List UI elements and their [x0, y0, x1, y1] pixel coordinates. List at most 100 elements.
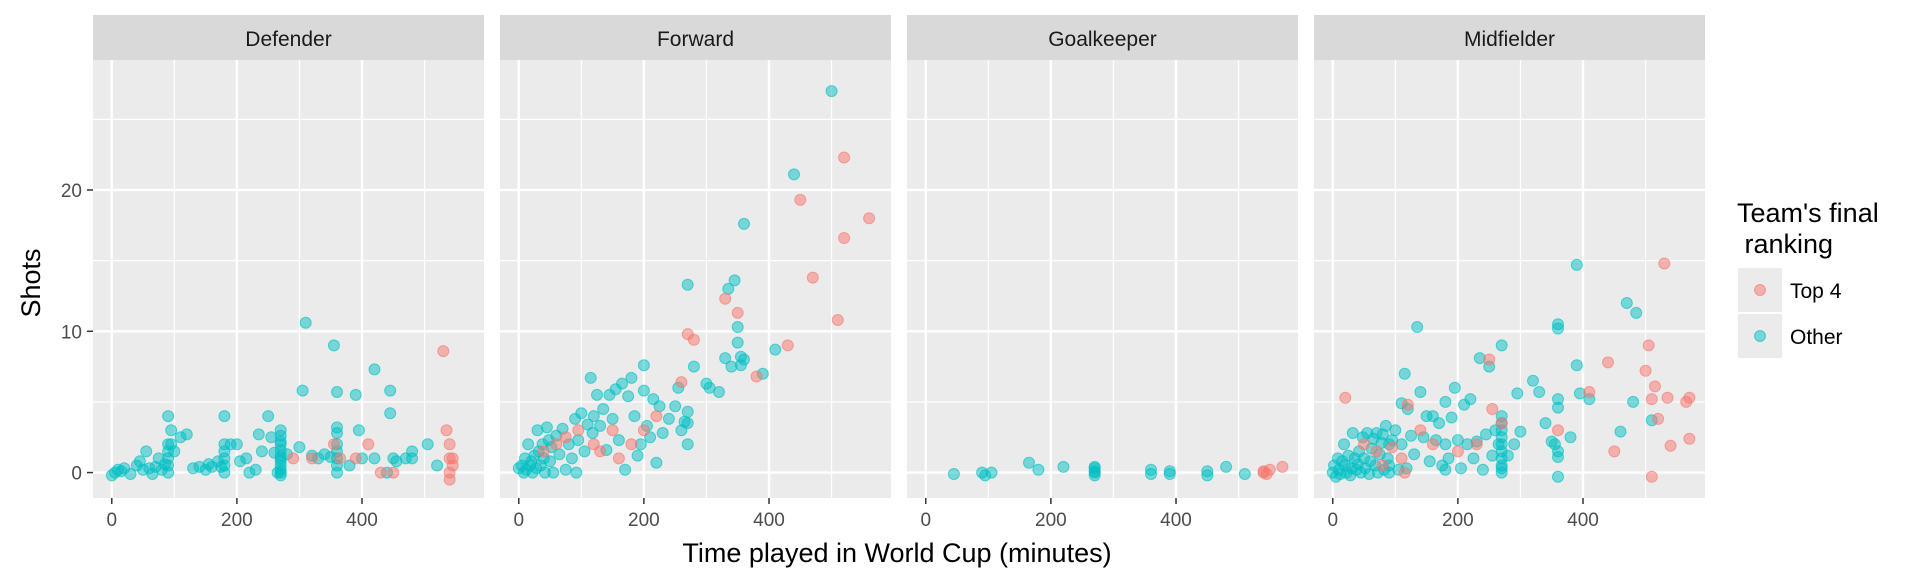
facet-strip-label: Defender: [245, 28, 331, 51]
point-top4: [1483, 353, 1496, 366]
point-other: [1495, 339, 1508, 352]
legend-title-line-1: Team's final: [1737, 198, 1879, 228]
x-tick-label: 400: [753, 510, 785, 531]
point-other: [1238, 468, 1251, 480]
point-top4: [1642, 339, 1655, 352]
point-other: [547, 466, 560, 479]
point-other: [1552, 401, 1564, 414]
point-other: [825, 85, 838, 98]
point-other: [1552, 470, 1564, 483]
point-other: [296, 384, 309, 397]
point-other: [587, 410, 600, 423]
point-other: [788, 168, 800, 181]
point-other: [218, 466, 231, 479]
point-top4: [675, 376, 688, 389]
point-other: [1439, 438, 1452, 451]
point-top4: [327, 438, 340, 451]
point-other: [1398, 367, 1411, 380]
point-other: [591, 388, 603, 401]
point-top4: [537, 445, 550, 458]
point-top4: [287, 452, 300, 465]
point-other: [731, 321, 744, 333]
x-tick-label: 0: [513, 510, 524, 531]
point-other: [656, 427, 669, 439]
point-top4: [550, 438, 563, 451]
point-other: [738, 353, 750, 366]
point-other: [769, 343, 782, 356]
point-top4: [374, 466, 387, 479]
x-tick-label: 200: [221, 510, 253, 531]
point-other: [637, 384, 650, 397]
point-top4: [650, 410, 663, 423]
point-other: [1057, 460, 1070, 473]
point-other: [1564, 431, 1577, 444]
facet-strip-label: Forward: [657, 28, 734, 51]
point-other: [1032, 463, 1045, 476]
point-top4: [443, 438, 456, 451]
point-other: [612, 434, 625, 447]
point-other: [165, 424, 178, 437]
point-other: [606, 412, 619, 425]
x-tick-label: 0: [1327, 510, 1338, 531]
point-other: [180, 428, 193, 441]
point-top4: [1583, 386, 1596, 398]
facet-midfielder: Midfielder 0 200 400: [1314, 15, 1705, 531]
point-top4: [446, 459, 459, 472]
point-other: [594, 419, 607, 432]
point-other: [1414, 386, 1427, 398]
point-other: [1439, 395, 1452, 408]
point-other: [1408, 448, 1421, 461]
x-axis-label: Time played in World Cup (minutes): [682, 538, 1111, 568]
point-other: [262, 410, 275, 423]
point-other: [622, 390, 635, 403]
point-other: [1620, 297, 1633, 309]
facet-forward: Forward 0 200 400: [500, 15, 891, 531]
point-other: [650, 456, 663, 469]
point-top4: [1386, 441, 1399, 454]
facet-strip: [500, 15, 891, 60]
point-other: [140, 445, 153, 458]
point-other: [1552, 322, 1564, 335]
point-top4: [750, 370, 763, 383]
facet-strip-label: Midfielder: [1464, 28, 1555, 51]
point-other: [578, 445, 591, 458]
point-other: [1630, 306, 1643, 319]
point-top4: [794, 193, 807, 206]
point-other: [1467, 452, 1480, 465]
point-other: [616, 377, 628, 390]
point-other: [1455, 462, 1467, 475]
point-other: [625, 371, 638, 384]
point-top4: [1645, 393, 1658, 406]
point-top4: [1276, 460, 1289, 473]
panel-background: [1314, 60, 1705, 498]
point-other: [421, 438, 434, 451]
point-other: [731, 336, 744, 349]
point-other: [384, 407, 397, 420]
point-other: [331, 386, 343, 398]
point-top4: [349, 452, 362, 465]
point-other: [687, 360, 700, 373]
point-top4: [1683, 391, 1696, 404]
point-other: [728, 274, 741, 287]
x-tick-label: 200: [1035, 510, 1067, 531]
point-other: [327, 339, 340, 352]
point-other: [985, 466, 998, 479]
point-top4: [1645, 470, 1658, 483]
legend-title-line-2: ranking: [1737, 229, 1833, 259]
point-other: [1614, 425, 1627, 438]
point-other: [681, 417, 694, 430]
point-other: [584, 371, 597, 384]
point-top4: [1358, 438, 1370, 451]
point-top4: [1652, 412, 1665, 425]
y-tick-label: 0: [71, 464, 82, 485]
point-other: [274, 469, 287, 482]
point-other: [1163, 468, 1176, 480]
point-top4: [838, 232, 851, 244]
point-other: [570, 466, 583, 479]
point-top4: [1608, 445, 1621, 458]
point-other: [240, 452, 253, 465]
point-other: [681, 278, 694, 291]
point-other: [1514, 425, 1527, 438]
point-other: [559, 463, 572, 476]
